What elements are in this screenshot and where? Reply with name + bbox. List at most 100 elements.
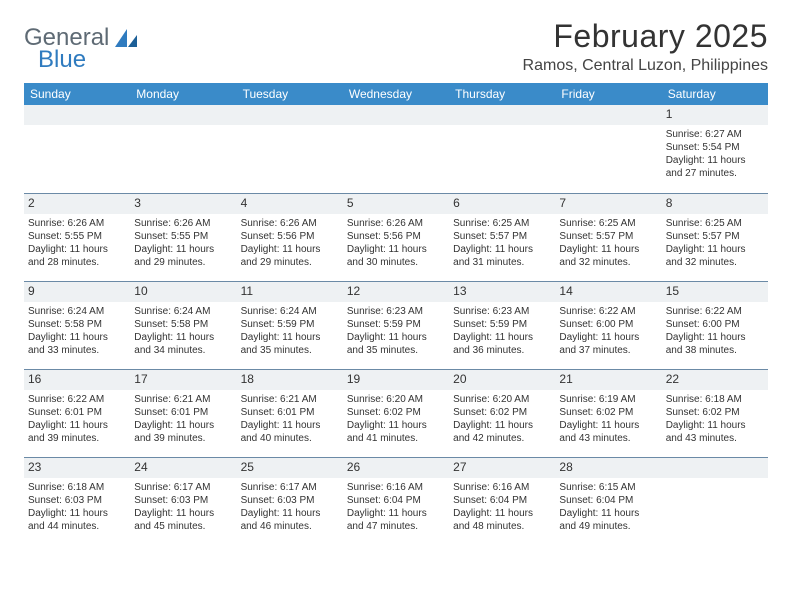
sunrise-line: Sunrise: 6:27 AM [666, 128, 764, 141]
daylight-line: Daylight: 11 hours and 41 minutes. [347, 419, 445, 445]
sunrise-line: Sunrise: 6:25 AM [559, 217, 657, 230]
sunrise-line: Sunrise: 6:17 AM [134, 481, 232, 494]
sunrise-line: Sunrise: 6:21 AM [134, 393, 232, 406]
weekday-tuesday: Tuesday [237, 87, 343, 101]
sunrise-line: Sunrise: 6:15 AM [559, 481, 657, 494]
daylight-line: Daylight: 11 hours and 35 minutes. [347, 331, 445, 357]
day-number: 28 [555, 457, 661, 478]
sunset-line: Sunset: 5:58 PM [28, 318, 126, 331]
day-number: 6 [449, 193, 555, 214]
weekday-monday: Monday [130, 87, 236, 101]
day-number: 15 [662, 281, 768, 302]
calendar-cell: 6Sunrise: 6:25 AMSunset: 5:57 PMDaylight… [449, 193, 555, 281]
header: General Blue February 2025 Ramos, Centra… [24, 18, 768, 75]
calendar-cell: 25Sunrise: 6:17 AMSunset: 6:03 PMDayligh… [237, 457, 343, 545]
day-number: 4 [237, 193, 343, 214]
day-number: 21 [555, 369, 661, 390]
calendar-cell: 14Sunrise: 6:22 AMSunset: 6:00 PMDayligh… [555, 281, 661, 369]
sunset-line: Sunset: 5:59 PM [347, 318, 445, 331]
sunset-line: Sunset: 5:55 PM [134, 230, 232, 243]
sunrise-line: Sunrise: 6:26 AM [347, 217, 445, 230]
day-number: 11 [237, 281, 343, 302]
calendar-cell: 1Sunrise: 6:27 AMSunset: 5:54 PMDaylight… [662, 105, 768, 193]
weekday-friday: Friday [555, 87, 661, 101]
sunset-line: Sunset: 6:04 PM [347, 494, 445, 507]
title-block: February 2025 Ramos, Central Luzon, Phil… [523, 18, 768, 75]
daylight-line: Daylight: 11 hours and 37 minutes. [559, 331, 657, 357]
daylight-line: Daylight: 11 hours and 40 minutes. [241, 419, 339, 445]
daylight-line: Daylight: 11 hours and 43 minutes. [559, 419, 657, 445]
weekday-thursday: Thursday [449, 87, 555, 101]
daylight-line: Daylight: 11 hours and 30 minutes. [347, 243, 445, 269]
sunset-line: Sunset: 6:01 PM [134, 406, 232, 419]
calendar-cell: . [343, 105, 449, 193]
calendar-cell: 12Sunrise: 6:23 AMSunset: 5:59 PMDayligh… [343, 281, 449, 369]
daylight-line: Daylight: 11 hours and 47 minutes. [347, 507, 445, 533]
calendar-cell: 28Sunrise: 6:15 AMSunset: 6:04 PMDayligh… [555, 457, 661, 545]
daylight-line: Daylight: 11 hours and 32 minutes. [559, 243, 657, 269]
calendar-cell: . [555, 105, 661, 193]
sunset-line: Sunset: 5:56 PM [241, 230, 339, 243]
calendar-cell: 23Sunrise: 6:18 AMSunset: 6:03 PMDayligh… [24, 457, 130, 545]
daylight-line: Daylight: 11 hours and 43 minutes. [666, 419, 764, 445]
sunset-line: Sunset: 6:00 PM [666, 318, 764, 331]
sunset-line: Sunset: 6:01 PM [28, 406, 126, 419]
weekday-saturday: Saturday [662, 87, 768, 101]
sunset-line: Sunset: 6:03 PM [28, 494, 126, 507]
sunrise-line: Sunrise: 6:22 AM [666, 305, 764, 318]
day-number: 7 [555, 193, 661, 214]
day-number: 24 [130, 457, 236, 478]
day-number: . [662, 457, 768, 478]
calendar-cell: 9Sunrise: 6:24 AMSunset: 5:58 PMDaylight… [24, 281, 130, 369]
day-number: 12 [343, 281, 449, 302]
calendar-cell: 7Sunrise: 6:25 AMSunset: 5:57 PMDaylight… [555, 193, 661, 281]
sunset-line: Sunset: 6:04 PM [559, 494, 657, 507]
calendar-cell: 18Sunrise: 6:21 AMSunset: 6:01 PMDayligh… [237, 369, 343, 457]
calendar-cell: 10Sunrise: 6:24 AMSunset: 5:58 PMDayligh… [130, 281, 236, 369]
day-number: 10 [130, 281, 236, 302]
sunset-line: Sunset: 6:00 PM [559, 318, 657, 331]
day-number: 26 [343, 457, 449, 478]
calendar-cell: . [449, 105, 555, 193]
calendar-cell: 27Sunrise: 6:16 AMSunset: 6:04 PMDayligh… [449, 457, 555, 545]
sunrise-line: Sunrise: 6:25 AM [453, 217, 551, 230]
calendar-cell: 5Sunrise: 6:26 AMSunset: 5:56 PMDaylight… [343, 193, 449, 281]
day-number: . [449, 105, 555, 125]
daylight-line: Daylight: 11 hours and 38 minutes. [666, 331, 764, 357]
weekday-sunday: Sunday [24, 87, 130, 101]
sunrise-line: Sunrise: 6:24 AM [134, 305, 232, 318]
calendar-cell: 20Sunrise: 6:20 AMSunset: 6:02 PMDayligh… [449, 369, 555, 457]
sunset-line: Sunset: 5:54 PM [666, 141, 764, 154]
daylight-line: Daylight: 11 hours and 32 minutes. [666, 243, 764, 269]
brand-logo: General Blue [24, 18, 139, 52]
sunrise-line: Sunrise: 6:18 AM [28, 481, 126, 494]
sunset-line: Sunset: 6:03 PM [241, 494, 339, 507]
day-number: 13 [449, 281, 555, 302]
calendar-cell: . [662, 457, 768, 545]
calendar-cell: . [237, 105, 343, 193]
day-number: 18 [237, 369, 343, 390]
daylight-line: Daylight: 11 hours and 31 minutes. [453, 243, 551, 269]
day-number: 9 [24, 281, 130, 302]
sunrise-line: Sunrise: 6:26 AM [134, 217, 232, 230]
day-number: 23 [24, 457, 130, 478]
daylight-line: Daylight: 11 hours and 46 minutes. [241, 507, 339, 533]
day-number: . [343, 105, 449, 125]
calendar-cell: 22Sunrise: 6:18 AMSunset: 6:02 PMDayligh… [662, 369, 768, 457]
calendar-cell: . [130, 105, 236, 193]
day-number: . [130, 105, 236, 125]
calendar-cell: 21Sunrise: 6:19 AMSunset: 6:02 PMDayligh… [555, 369, 661, 457]
calendar-cell: 17Sunrise: 6:21 AMSunset: 6:01 PMDayligh… [130, 369, 236, 457]
calendar-grid: ......1Sunrise: 6:27 AMSunset: 5:54 PMDa… [24, 105, 768, 545]
day-number: 5 [343, 193, 449, 214]
calendar-cell: 11Sunrise: 6:24 AMSunset: 5:59 PMDayligh… [237, 281, 343, 369]
calendar-cell: 15 Sunrise: 6:22 AMSunset: 6:00 PMDayligh… [662, 281, 768, 369]
sunrise-line: Sunrise: 6:26 AM [241, 217, 339, 230]
daylight-line: Daylight: 11 hours and 45 minutes. [134, 507, 232, 533]
daylight-line: Daylight: 11 hours and 29 minutes. [134, 243, 232, 269]
sunset-line: Sunset: 5:59 PM [241, 318, 339, 331]
calendar-cell: 3Sunrise: 6:26 AMSunset: 5:55 PMDaylight… [130, 193, 236, 281]
sunrise-line: Sunrise: 6:24 AM [28, 305, 126, 318]
sunset-line: Sunset: 5:58 PM [134, 318, 232, 331]
sunrise-line: Sunrise: 6:19 AM [559, 393, 657, 406]
